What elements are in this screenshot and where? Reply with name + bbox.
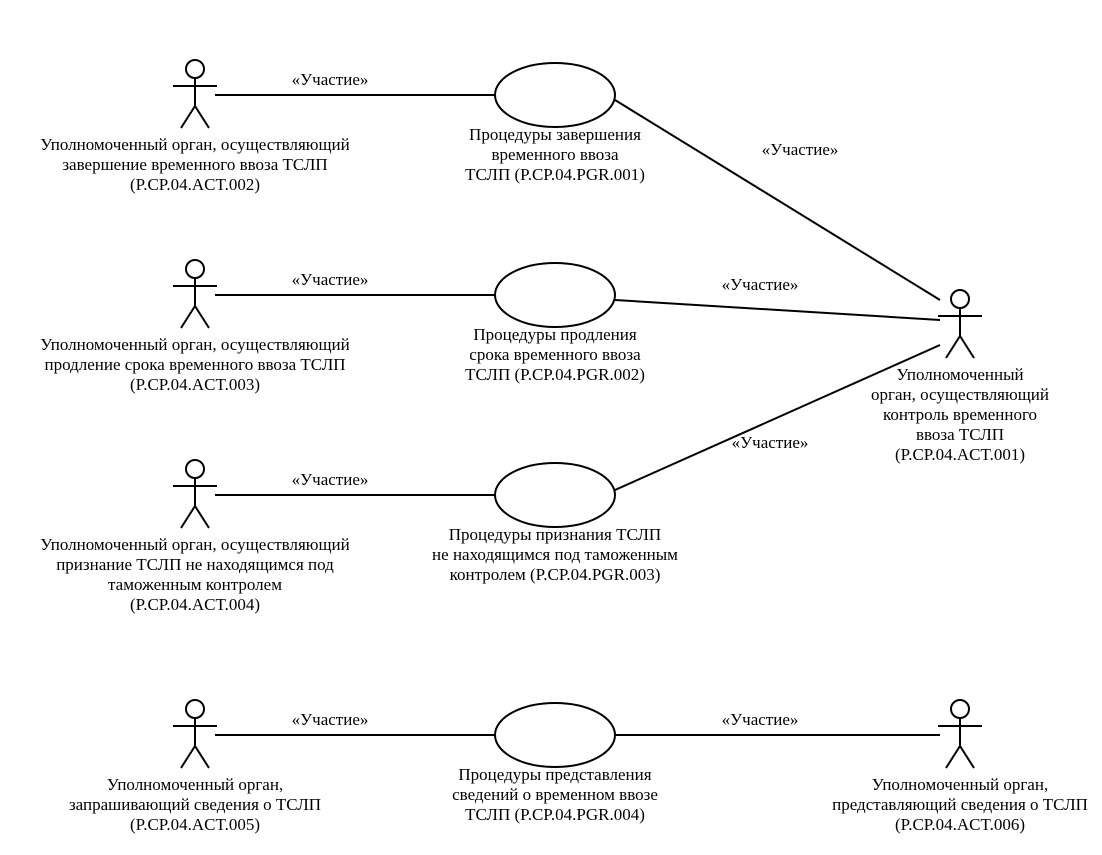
usecase-label: Процедуры продлениясрока временного ввоз… bbox=[465, 325, 645, 384]
edge-label: «Участие» bbox=[722, 275, 799, 294]
actor-icon bbox=[951, 700, 969, 718]
usecase-label: Процедуры завершениявременного ввозаТСЛП… bbox=[465, 125, 645, 184]
edge-label: «Участие» bbox=[292, 710, 369, 729]
usecase-label: Процедуры признания ТСЛПне находящимся п… bbox=[432, 525, 678, 584]
edge-label: «Участие» bbox=[292, 270, 369, 289]
edge-label: «Участие» bbox=[732, 433, 809, 452]
actor-icon bbox=[186, 700, 204, 718]
actor-icon bbox=[186, 460, 204, 478]
actor-icon bbox=[951, 290, 969, 308]
actor-icon bbox=[186, 260, 204, 278]
actor-label: Уполномоченныйорган, осуществляющийконтр… bbox=[871, 365, 1049, 464]
edge-label: «Участие» bbox=[722, 710, 799, 729]
edge-label: «Участие» bbox=[292, 70, 369, 89]
usecase-label: Процедуры представлениясведений о времен… bbox=[452, 765, 658, 824]
edge-label: «Участие» bbox=[292, 470, 369, 489]
actor-icon bbox=[186, 60, 204, 78]
edge-label: «Участие» bbox=[762, 140, 839, 159]
